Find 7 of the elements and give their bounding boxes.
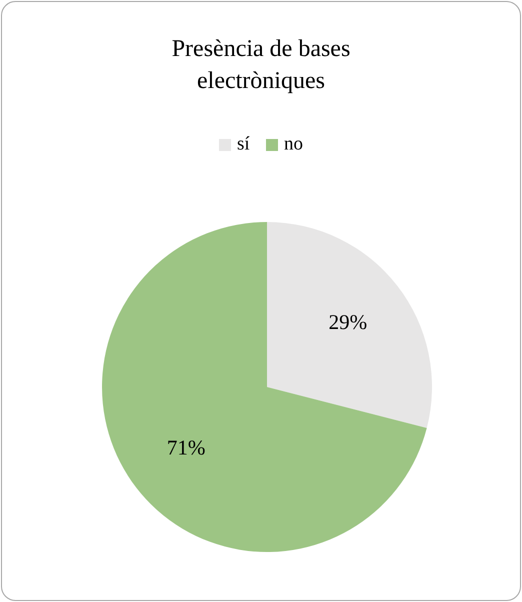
data-label: 29% [328,310,368,334]
chart-title: Presència de bases electròniques [172,36,350,94]
legend-label: sí [237,133,250,154]
data-label: 71% [166,436,206,460]
legend-label: no [284,133,303,154]
pie-slice [102,222,427,552]
pie-slice [267,222,432,428]
